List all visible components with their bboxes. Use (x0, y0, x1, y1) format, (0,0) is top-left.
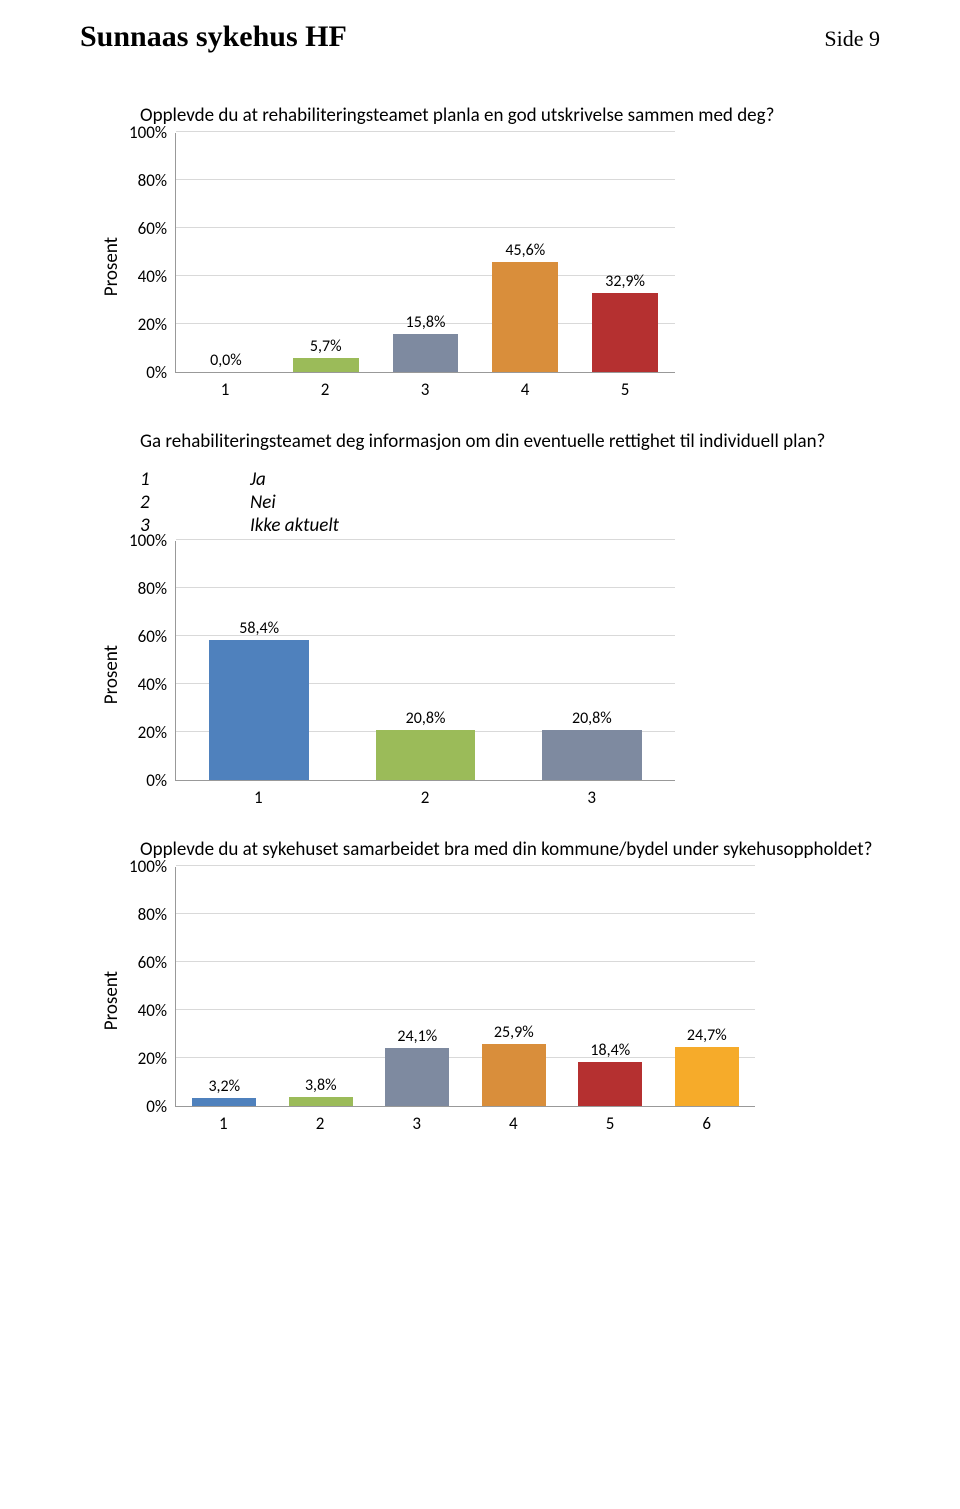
bar-value-label: 18,4% (590, 1041, 630, 1060)
bar (492, 262, 558, 371)
legend-key: 2 (140, 491, 250, 514)
legend-label: Ja (250, 468, 266, 491)
x-tick-label: 3 (375, 379, 475, 400)
bar (542, 730, 642, 780)
x-tick-label: 2 (275, 379, 375, 400)
chart2-legend: 1Ja2Nei3Ikke aktuelt (140, 468, 880, 537)
bar-slot: 5,7% (276, 133, 376, 372)
chart1-block: Opplevde du at rehabiliteringsteamet pla… (80, 104, 880, 400)
chart2-question: Ga rehabiliteringsteamet deg informasjon… (140, 430, 880, 455)
legend-key: 1 (140, 468, 250, 491)
chart3-question: Opplevde du at sykehuset samarbeidet bra… (140, 838, 880, 863)
chart3-block: Opplevde du at sykehuset samarbeidet bra… (80, 838, 880, 1134)
bar-value-label: 24,1% (397, 1027, 437, 1046)
x-tick-label: 3 (368, 1113, 465, 1134)
bar-slot: 3,8% (273, 867, 370, 1106)
bar-value-label: 0,0% (210, 351, 242, 370)
bar-slot: 24,1% (369, 867, 466, 1106)
x-tick-label: 2 (272, 1113, 369, 1134)
bar-value-label: 20,8% (406, 709, 446, 728)
bar-value-label: 5,7% (310, 337, 342, 356)
bar-slot: 20,8% (342, 541, 508, 780)
x-tick-label: 2 (342, 787, 509, 808)
bar (482, 1044, 546, 1106)
x-tick-label: 6 (658, 1113, 755, 1134)
bar (393, 334, 459, 372)
chart1-y-axis: 100%80%60%40%20%0% (129, 133, 175, 373)
x-tick-label: 5 (575, 379, 675, 400)
legend-row: 2Nei (140, 491, 880, 514)
chart2-container: Prosent 100%80%60%40%20%0% 58,4% 20,8% 20,… (100, 541, 880, 808)
chart3-plot: 3,2% 3,8% 24,1% 25,9% 18,4% 24,7% (175, 867, 755, 1107)
bar-slot: 18,4% (562, 867, 659, 1106)
header-title: Sunnaas sykehus HF (80, 20, 347, 54)
chart1-ylabel: Prosent (100, 237, 123, 296)
chart2-ylabel: Prosent (100, 645, 123, 704)
x-tick-label: 1 (175, 1113, 272, 1134)
bar-value-label: 58,4% (239, 619, 279, 638)
chart-gridline (176, 131, 675, 132)
bar-value-label: 45,6% (505, 241, 545, 260)
x-tick-label: 5 (562, 1113, 659, 1134)
bar-value-label: 24,7% (687, 1026, 727, 1045)
x-tick-label: 1 (175, 379, 275, 400)
legend-label: Ikke aktuelt (250, 514, 339, 537)
legend-row: 3Ikke aktuelt (140, 514, 880, 537)
bar (293, 358, 359, 372)
x-tick-label: 3 (508, 787, 675, 808)
x-tick-label: 4 (475, 379, 575, 400)
bar (385, 1048, 449, 1106)
chart3-container: Prosent 100%80%60%40%20%0% 3,2% 3,8% 24,1%… (100, 867, 880, 1134)
legend-row: 1Ja (140, 468, 880, 491)
header-page-number: Side 9 (824, 26, 880, 52)
bar-value-label: 20,8% (572, 709, 612, 728)
chart2-y-axis: 100%80%60%40%20%0% (129, 541, 175, 781)
chart2-x-axis: 123 (175, 781, 675, 808)
page-header: Sunnaas sykehus HF Side 9 (80, 20, 880, 54)
chart-gridline (176, 865, 755, 866)
bar-slot: 32,9% (575, 133, 675, 372)
chart1-question: Opplevde du at rehabiliteringsteamet pla… (140, 104, 880, 129)
chart3-y-axis: 100%80%60%40%20%0% (129, 867, 175, 1107)
bar-value-label: 32,9% (605, 272, 645, 291)
bar-slot: 3,2% (176, 867, 273, 1106)
bar-value-label: 15,8% (406, 313, 446, 332)
bar-slot: 20,8% (509, 541, 675, 780)
bar-value-label: 3,8% (305, 1076, 337, 1095)
x-tick-label: 4 (465, 1113, 562, 1134)
chart2-block: Ga rehabiliteringsteamet deg informasjon… (80, 430, 880, 809)
x-tick-label: 1 (175, 787, 342, 808)
bar-value-label: 3,2% (208, 1077, 240, 1096)
chart3-ylabel: Prosent (100, 971, 123, 1030)
bar-value-label: 25,9% (494, 1023, 534, 1042)
bar (675, 1047, 739, 1106)
bar-slot: 0,0% (176, 133, 276, 372)
bar-slot: 24,7% (659, 867, 756, 1106)
chart3-x-axis: 123456 (175, 1107, 755, 1134)
chart2-plot: 58,4% 20,8% 20,8% (175, 541, 675, 781)
bar-slot: 25,9% (466, 867, 563, 1106)
bar-slot: 58,4% (176, 541, 342, 780)
chart1-container: Prosent 100%80%60%40%20%0% 0,0% 5,7% 15,8%… (100, 133, 880, 400)
legend-label: Nei (250, 491, 276, 514)
chart1-x-axis: 12345 (175, 373, 675, 400)
bar (192, 1098, 256, 1106)
bar (592, 293, 658, 372)
bar-slot: 15,8% (376, 133, 476, 372)
bar (376, 730, 476, 780)
chart1-plot: 0,0% 5,7% 15,8% 45,6% 32,9% (175, 133, 675, 373)
bar (209, 640, 309, 780)
bar-slot: 45,6% (475, 133, 575, 372)
bar (289, 1097, 353, 1106)
chart-gridline (176, 539, 675, 540)
bar (578, 1062, 642, 1106)
